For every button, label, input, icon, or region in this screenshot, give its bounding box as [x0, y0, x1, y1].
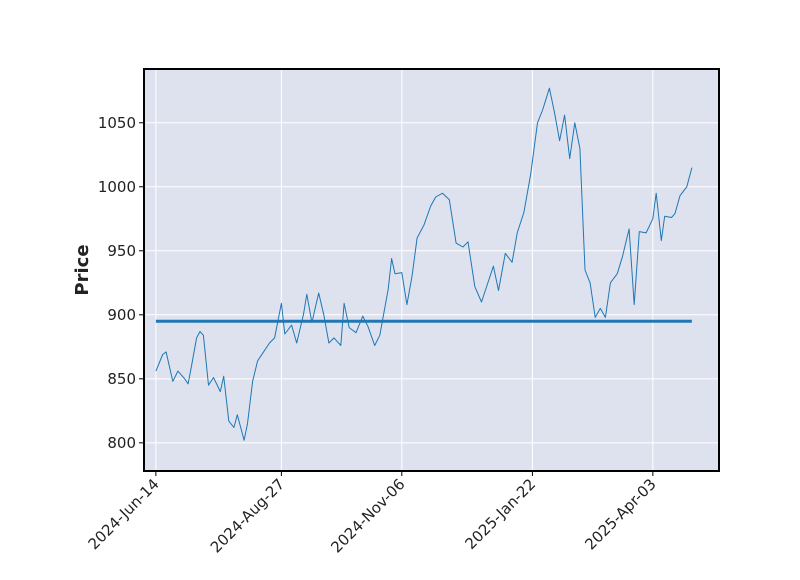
- y-axis-title: Price: [72, 244, 93, 295]
- x-tick-label: 2025-Apr-03: [581, 475, 659, 553]
- x-tick-label: 2024-Nov-06: [327, 475, 408, 556]
- price-line: [155, 87, 693, 441]
- x-tick-label: 2025-Jan-22: [461, 475, 539, 553]
- plot-background: [144, 69, 719, 471]
- y-tick-label: 1000: [98, 178, 136, 196]
- plot-frame: [143, 68, 720, 472]
- y-tick-label: 1050: [98, 114, 136, 132]
- x-tick-label: 2024-Aug-27: [207, 475, 288, 556]
- y-tick-label: 950: [107, 242, 136, 260]
- x-tick-label: 2024-Jun-14: [85, 475, 163, 553]
- y-tick-label: 800: [107, 434, 136, 452]
- y-tick-label: 850: [107, 370, 136, 388]
- y-tick-label: 900: [107, 306, 136, 324]
